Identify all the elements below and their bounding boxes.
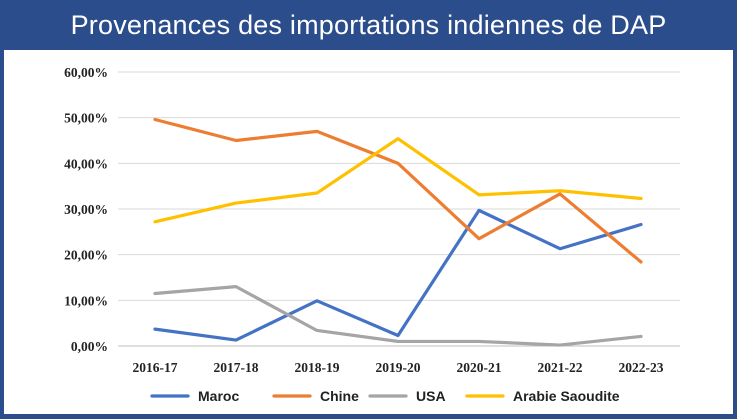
y-tick-label: 60,00% xyxy=(64,65,108,80)
x-tick-label: 2020-21 xyxy=(457,360,502,375)
y-tick-label: 30,00% xyxy=(64,202,108,217)
y-tick-label: 10,00% xyxy=(64,293,108,308)
x-tick-label: 2018-19 xyxy=(295,360,340,375)
x-tick-label: 2019-20 xyxy=(376,360,421,375)
plot-area: 0,00% 10,00% 20,00% 30,00% 40,00% 50,00% 60,00… xyxy=(4,50,733,414)
y-tick-label: 20,00% xyxy=(64,248,108,263)
x-tick-label: 2016-17 xyxy=(133,360,178,375)
chart-title: Provenances des importations indiennes d… xyxy=(0,0,737,50)
series-line-maroc xyxy=(155,210,641,340)
legend-label: Arabie Saoudite xyxy=(513,388,620,404)
x-tick-label: 2017-18 xyxy=(214,360,259,375)
line-chart: 0,00% 10,00% 20,00% 30,00% 40,00% 50,00% 60,00… xyxy=(4,50,733,414)
x-tick-label: 2021-22 xyxy=(538,360,583,375)
legend-label: Maroc xyxy=(198,388,239,404)
y-tick-label: 50,00% xyxy=(64,111,108,126)
legend-label: Chine xyxy=(320,388,359,404)
legend-label: USA xyxy=(416,388,446,404)
y-tick-label: 0,00% xyxy=(71,339,108,354)
y-tick-label: 40,00% xyxy=(64,156,108,171)
x-tick-label: 2022-23 xyxy=(619,360,664,375)
